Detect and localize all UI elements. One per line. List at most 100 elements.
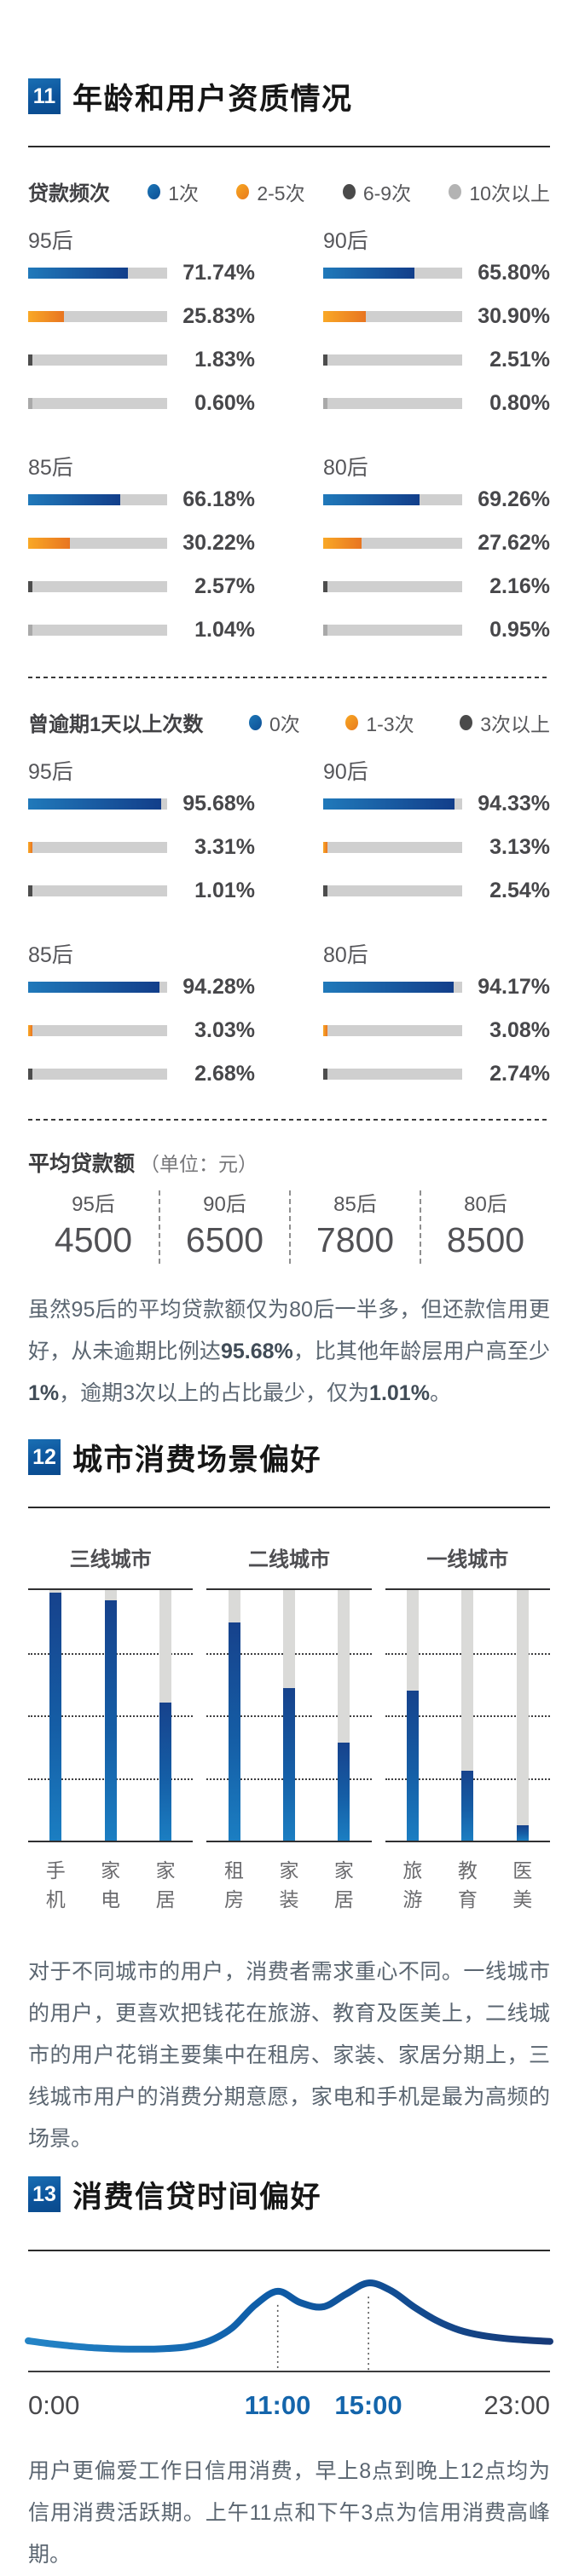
bar-row: 2.57% <box>28 574 255 599</box>
column-fill <box>406 1690 419 1841</box>
light-dot-icon <box>449 183 462 199</box>
bar-track <box>28 798 167 810</box>
bar-value: 3.31% <box>194 835 255 859</box>
average-loan-value: 7800 <box>316 1220 395 1259</box>
bar-row: 2.68% <box>28 1062 255 1086</box>
bar-fill-orange <box>28 311 65 322</box>
section11-divider <box>28 146 550 147</box>
average-loan-column: 80后 8500 <box>420 1190 550 1264</box>
bar-value: 94.17% <box>478 975 550 999</box>
category-label: 教育 <box>457 1859 478 1910</box>
age-group-95: 95后 95.68% 3.31% 1.01% <box>28 759 255 903</box>
city-scene-chart: 三线城市 手机 家电 家居 二线城市 <box>28 1547 550 1914</box>
column-fill <box>228 1622 240 1841</box>
blue-dot-icon <box>248 714 262 730</box>
bar-fill-dark <box>323 581 327 592</box>
category-label: 家电 <box>101 1859 121 1910</box>
dashed-divider <box>28 1119 550 1121</box>
bar-row: 1.01% <box>28 879 255 903</box>
overdue-label: 曾逾期1天以上次数 <box>28 713 204 736</box>
bar-row: 69.26% <box>323 487 550 512</box>
bar-row: 30.90% <box>323 304 550 329</box>
bar-value: 2.16% <box>489 574 550 598</box>
bar-track <box>323 494 462 505</box>
column-track <box>159 1590 172 1841</box>
orange-dot-icon <box>345 714 359 730</box>
bar-track <box>28 311 167 322</box>
legend-item: 10次以上 <box>449 177 550 206</box>
legend-item: 3次以上 <box>460 708 550 737</box>
age-group-label: 95后 <box>28 760 73 784</box>
bar-track <box>28 268 167 279</box>
bar-fill-orange <box>323 538 362 549</box>
bar-row: 65.80% <box>323 261 550 285</box>
column-track <box>282 1590 295 1841</box>
column-track <box>49 1590 62 1841</box>
bar-row: 94.28% <box>28 975 255 1000</box>
legend-item: 1-3次 <box>345 708 414 737</box>
bar-value: 0.95% <box>489 618 550 642</box>
bar-fill-orange <box>323 311 367 322</box>
bar-fill-blue <box>323 494 420 505</box>
bar-row: 3.31% <box>28 835 255 860</box>
legend-item-label: 2-5次 <box>257 182 305 205</box>
legend-item: 6-9次 <box>342 177 411 206</box>
age-group-85: 85后 66.18% 30.22% 2.57% 1.04% <box>28 455 255 643</box>
age-group-90: 90后 65.80% 30.90% 2.51% 0.80% <box>323 228 550 416</box>
section13-header: 13 消费信贷时间偏好 <box>28 2175 550 2214</box>
bar-value: 1.01% <box>194 879 255 902</box>
bar-fill-dark <box>323 354 327 366</box>
city-group-tier2: 二线城市 租房 家装 家居 <box>206 1547 372 1914</box>
average-loan-unit: （单位：元） <box>140 1153 258 1175</box>
bar-row: 27.62% <box>323 531 550 556</box>
overdue-legend: 曾逾期1天以上次数 0次 1-3次 3次以上 <box>28 707 550 737</box>
bar-fill-blue <box>28 982 159 993</box>
bar-value: 69.26% <box>478 487 550 511</box>
bar-value: 3.03% <box>194 1018 255 1042</box>
category-label: 租房 <box>224 1859 245 1910</box>
average-loan-group: 80后 <box>464 1193 507 1216</box>
section13-title: 消费信贷时间偏好 <box>72 2180 322 2214</box>
category-label: 家居 <box>155 1859 176 1910</box>
bar-value: 27.62% <box>478 531 550 555</box>
section11-title: 年龄和用户资质情况 <box>72 82 353 116</box>
bar-fill-blue <box>323 268 415 279</box>
bar-track <box>28 982 167 993</box>
column-chart-area <box>206 1588 372 1842</box>
bar-track <box>323 268 462 279</box>
bar-row: 2.54% <box>323 879 550 903</box>
column-track <box>516 1590 529 1841</box>
bar-track <box>323 311 462 322</box>
bar-fill-dark <box>28 354 32 366</box>
section11-paragraph: 虽然95后的平均贷款额仅为80后一半多，但还款信用更好，从未逾期比例达95.68… <box>28 1298 550 1405</box>
average-loan-group: 95后 <box>72 1193 115 1216</box>
age-group-80: 80后 94.17% 3.08% 2.74% <box>323 942 550 1086</box>
age-group-90: 90后 94.33% 3.13% 2.54% <box>323 759 550 903</box>
category-labels: 手机 家电 家居 <box>28 1856 193 1914</box>
bar-track <box>28 1069 167 1080</box>
category-labels: 旅游 教育 医美 <box>385 1856 550 1914</box>
loan-frequency-chart: 95后 71.74% 25.83% 1.83% 0.60% 90后 6 <box>28 228 550 643</box>
bar-fill-light <box>323 398 327 409</box>
bar-fill-dark <box>28 1069 32 1080</box>
column-chart-area <box>385 1588 550 1842</box>
bar-row: 30.22% <box>28 531 255 556</box>
legend-item: 0次 <box>248 708 300 737</box>
time-tick-1500: 15:00 <box>334 2390 402 2420</box>
bar-value: 66.18% <box>182 487 255 511</box>
age-group-85: 85后 94.28% 3.03% 2.68% <box>28 942 255 1086</box>
bar-row: 1.83% <box>28 348 255 372</box>
column-fill <box>516 1825 529 1841</box>
time-preference-chart <box>25 2250 553 2372</box>
bar-row: 71.74% <box>28 261 255 285</box>
city-group-tier1: 一线城市 旅游 教育 医美 <box>385 1547 550 1914</box>
column-fill <box>282 1687 295 1841</box>
age-group-80: 80后 69.26% 27.62% 2.16% 0.95% <box>323 455 550 643</box>
bar-fill-blue <box>28 268 128 279</box>
bar-value: 0.80% <box>489 391 550 415</box>
bar-fill-dark <box>323 1069 327 1080</box>
column-track <box>228 1590 240 1841</box>
age-group-label: 85后 <box>28 943 73 967</box>
age-group-label: 95后 <box>28 229 73 253</box>
column-track <box>104 1590 117 1841</box>
